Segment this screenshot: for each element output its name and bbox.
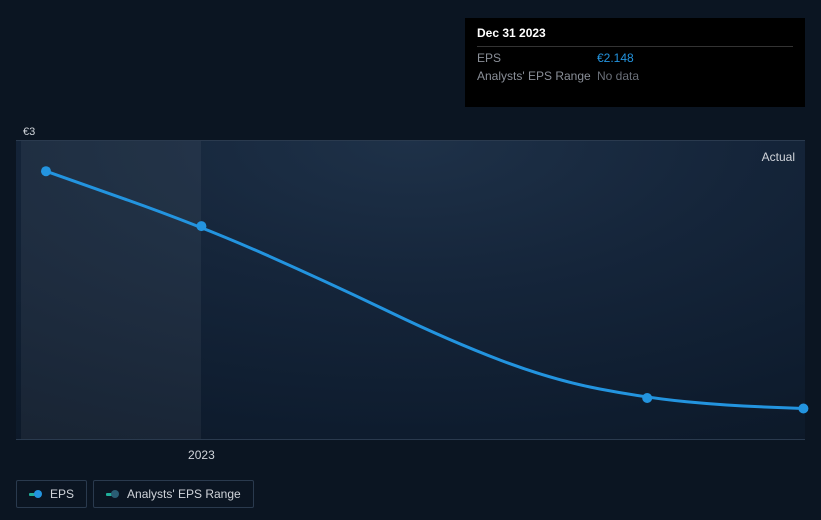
tooltip-row-eps: EPS €2.148 — [477, 47, 793, 65]
legend-item-eps[interactable]: EPS — [16, 480, 87, 508]
legend-swatch-icon — [29, 490, 42, 498]
tooltip-value: €2.148 — [597, 51, 793, 65]
x-axis-tick-label: 2023 — [188, 448, 215, 462]
y-axis-tick-label: €3 — [23, 126, 35, 138]
legend-item-analysts-range[interactable]: Analysts' EPS Range — [93, 480, 254, 508]
tooltip-label: Analysts' EPS Range — [477, 69, 597, 83]
plot-area[interactable]: Actual — [16, 140, 805, 440]
eps-chart: Dec 31 2023 EPS €2.148 Analysts' EPS Ran… — [16, 0, 805, 520]
tooltip-value: No data — [597, 69, 793, 83]
legend-label: EPS — [50, 487, 74, 501]
chart-tooltip: Dec 31 2023 EPS €2.148 Analysts' EPS Ran… — [465, 18, 805, 107]
tooltip-row-range: Analysts' EPS Range No data — [477, 65, 793, 83]
legend-swatch-icon — [106, 490, 119, 498]
tooltip-date: Dec 31 2023 — [477, 26, 793, 47]
tooltip-label: EPS — [477, 51, 597, 65]
legend-label: Analysts' EPS Range — [127, 487, 241, 501]
line-series — [16, 140, 805, 440]
legend: EPS Analysts' EPS Range — [16, 480, 254, 508]
